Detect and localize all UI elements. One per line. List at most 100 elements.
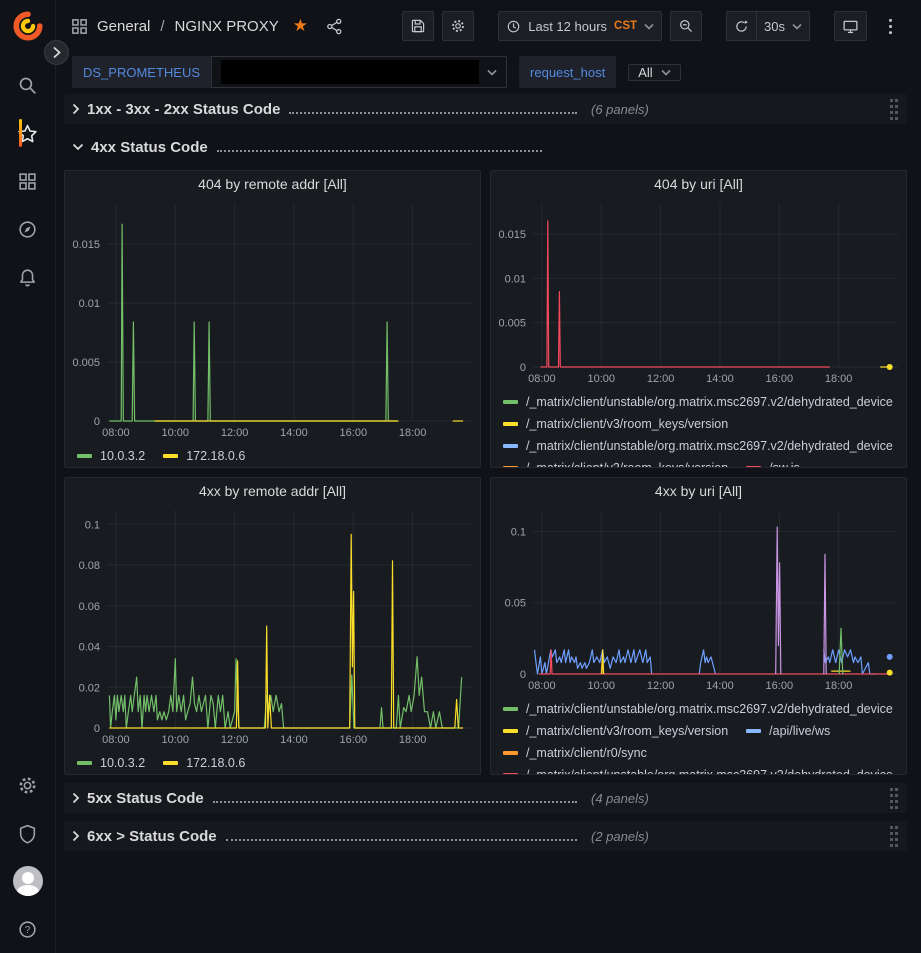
svg-text:0.005: 0.005 <box>72 357 100 369</box>
chevron-down-icon <box>487 69 497 76</box>
legend-item[interactable]: /_matrix/client/v3/room_keys/version <box>503 413 728 435</box>
search-icon[interactable] <box>0 61 55 109</box>
breadcrumb-section[interactable]: General <box>97 17 151 35</box>
alerting-bell-icon[interactable] <box>0 253 55 301</box>
svg-text:0.1: 0.1 <box>511 526 526 538</box>
row-header-6xx[interactable]: 6xx > Status Code (2 panels) <box>64 821 907 851</box>
legend-swatch <box>163 454 179 458</box>
time-range-picker[interactable]: Last 12 hours CST <box>498 11 663 41</box>
help-icon[interactable]: ? <box>0 905 55 953</box>
legend-item[interactable]: /sw.js <box>746 457 800 467</box>
save-dashboard-button[interactable] <box>402 11 435 41</box>
panel-title[interactable]: 4xx by remote addr [All] <box>198 483 347 499</box>
share-icon[interactable] <box>326 18 343 35</box>
user-avatar[interactable] <box>0 857 55 905</box>
svg-text:0.015: 0.015 <box>72 239 100 251</box>
legend-item[interactable]: 172.18.0.6 <box>163 445 245 467</box>
clock-icon <box>507 20 520 32</box>
legend-label: /_matrix/client/unstable/org.matrix.msc2… <box>526 702 893 716</box>
legend-item[interactable]: /_matrix/client/v3/room_keys/version <box>503 720 728 742</box>
active-section-indicator <box>19 119 22 147</box>
favorite-star-icon[interactable]: ★ <box>292 16 308 35</box>
request-host-select[interactable]: All <box>628 63 681 81</box>
legend-item[interactable]: /api/live/ws <box>746 720 830 742</box>
panel-title[interactable]: 404 by remote addr [All] <box>198 176 347 192</box>
svg-text:10:00: 10:00 <box>161 734 189 746</box>
row-title: 5xx Status Code <box>87 789 204 807</box>
legend-item[interactable]: 10.0.3.2 <box>77 445 145 467</box>
apps-grid-icon[interactable] <box>70 17 89 36</box>
legend-label: /_matrix/client/unstable/org.matrix.msc2… <box>526 395 893 409</box>
row-drag-handle[interactable] <box>889 97 899 121</box>
legend-item[interactable]: /_matrix/client/r0/sync <box>503 742 647 764</box>
refresh-interval-select[interactable]: 30s <box>756 11 810 41</box>
legend-label: /_matrix/client/unstable/org.matrix.msc2… <box>526 768 893 774</box>
panel-count: (2 panels) <box>591 828 649 844</box>
row-header-1xx-3xx-2xx[interactable]: 1xx - 3xx - 2xx Status Code (6 panels) <box>64 94 907 124</box>
zoom-out-button[interactable] <box>670 11 703 41</box>
panel-legend: 10.0.3.2 172.18.0.6 <box>65 443 480 467</box>
svg-text:18:00: 18:00 <box>825 680 853 692</box>
svg-text:08:00: 08:00 <box>528 373 556 385</box>
tv-mode-button[interactable] <box>834 11 867 41</box>
legend-item[interactable]: 172.18.0.6 <box>163 752 245 774</box>
row-header-4xx[interactable]: 4xx Status Code <box>64 132 907 162</box>
legend-label: /_matrix/client/v3/room_keys/version <box>526 417 729 431</box>
svg-text:0: 0 <box>94 723 100 735</box>
panel-title[interactable]: 4xx by uri [All] <box>654 483 743 499</box>
svg-text:18:00: 18:00 <box>825 373 853 385</box>
row-header-5xx[interactable]: 5xx Status Code (4 panels) <box>64 783 907 813</box>
variable-ds-prometheus: DS_PROMETHEUS <box>72 56 508 88</box>
panel-4xx-by-uri: 4xx by uri [All] 0 0.05 0.1 08:00 10:00 12:00… <box>490 477 907 775</box>
legend-item[interactable]: 10.0.3.2 <box>77 752 145 774</box>
sidebar-expand-button[interactable] <box>44 40 69 65</box>
legend-swatch <box>503 444 518 448</box>
dashboards-icon[interactable] <box>0 157 55 205</box>
legend-item[interactable]: /_matrix/client/unstable/org.matrix.msc2… <box>503 391 893 413</box>
dashboard-body: 1xx - 3xx - 2xx Status Code (6 panels) 4… <box>56 92 921 953</box>
chevron-right-icon <box>72 792 80 804</box>
refresh-button[interactable] <box>726 11 757 41</box>
timeseries-chart[interactable]: 0 0.02 0.04 0.06 0.08 0.1 08:00 10:00 12:00 14:00… <box>65 504 480 750</box>
svg-text:0.1: 0.1 <box>85 519 100 531</box>
row-drag-handle[interactable] <box>889 786 899 810</box>
legend-label: /api/live/ws <box>769 724 831 738</box>
dashboard-header: General / NGINX PROXY ★ Last 12 hours CS… <box>56 0 921 52</box>
legend-item[interactable]: /_matrix/client/unstable/org.matrix.msc2… <box>503 435 893 457</box>
svg-text:0.06: 0.06 <box>79 601 100 613</box>
timeseries-chart[interactable]: 0 0.05 0.1 08:00 10:00 12:00 14:00 16:00 18:00 <box>491 504 906 696</box>
breadcrumb-dashboard-title[interactable]: NGINX PROXY <box>174 17 279 35</box>
panel-404-by-remote-addr: 404 by remote addr [All] 0 0.005 0.01 0.015… <box>64 170 481 468</box>
row-drag-handle[interactable] <box>889 824 899 848</box>
request-host-value: All <box>638 64 653 80</box>
explore-icon[interactable] <box>0 205 55 253</box>
panel-title[interactable]: 404 by uri [All] <box>654 176 743 192</box>
dots-leader <box>289 101 577 114</box>
starred-dashboards-icon[interactable] <box>0 109 55 157</box>
row-title: 1xx - 3xx - 2xx Status Code <box>87 100 281 118</box>
panel-legend: /_matrix/client/unstable/org.matrix.msc2… <box>491 696 906 774</box>
timeseries-chart[interactable]: 0 0.005 0.01 0.015 08:00 10:00 12:00 14:00 16:00… <box>65 197 480 443</box>
grafana-logo[interactable] <box>12 0 44 61</box>
legend-item[interactable]: /_matrix/client/unstable/org.matrix.msc2… <box>503 698 893 720</box>
sidebar: ? <box>0 0 69 953</box>
svg-text:10:00: 10:00 <box>161 427 189 439</box>
timeseries-chart[interactable]: 0 0.005 0.01 0.015 08:00 10:00 12:00 14:00 16:00… <box>491 197 906 389</box>
chevron-right-icon <box>72 830 80 842</box>
svg-text:08:00: 08:00 <box>528 680 556 692</box>
datasource-select[interactable] <box>211 56 508 88</box>
configuration-gear-icon[interactable] <box>0 761 55 809</box>
svg-text:14:00: 14:00 <box>706 373 734 385</box>
dashboard-settings-button[interactable] <box>442 11 475 41</box>
legend-swatch <box>503 751 518 755</box>
legend-swatch <box>503 773 518 774</box>
legend-label: /_matrix/client/r0/sync <box>526 746 647 760</box>
more-options-kebab[interactable] <box>875 11 905 41</box>
legend-item[interactable]: /_matrix/client/unstable/org.matrix.msc2… <box>503 764 893 774</box>
admin-shield-icon[interactable] <box>0 809 55 857</box>
chevron-down-icon <box>72 143 84 151</box>
row-title: 6xx > Status Code <box>87 827 217 845</box>
svg-text:16:00: 16:00 <box>766 373 794 385</box>
svg-text:0.05: 0.05 <box>505 598 526 610</box>
legend-item[interactable]: /_matrix/client/v3/room_keys/version <box>503 457 728 467</box>
